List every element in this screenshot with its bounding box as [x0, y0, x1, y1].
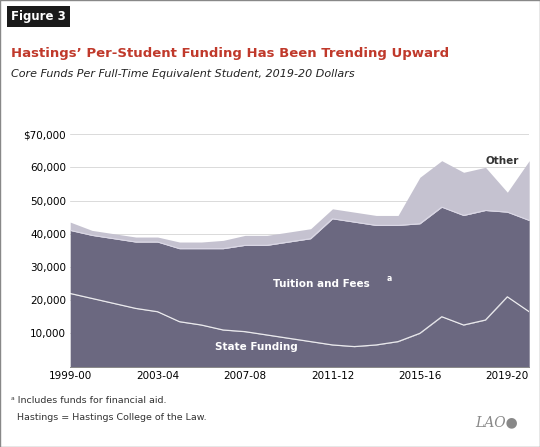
Text: Core Funds Per Full-Time Equivalent Student, 2019-20 Dollars: Core Funds Per Full-Time Equivalent Stud… — [11, 69, 354, 79]
Text: Hastings’ Per-Student Funding Has Been Trending Upward: Hastings’ Per-Student Funding Has Been T… — [11, 47, 449, 60]
Text: Figure 3: Figure 3 — [11, 10, 65, 23]
Text: Hastings = Hastings College of the Law.: Hastings = Hastings College of the Law. — [11, 413, 206, 422]
Text: ᵃ Includes funds for financial aid.: ᵃ Includes funds for financial aid. — [11, 396, 166, 405]
Text: Other: Other — [485, 156, 519, 166]
Text: State Funding: State Funding — [214, 342, 298, 352]
Text: a: a — [387, 274, 392, 283]
Text: LAO●: LAO● — [475, 415, 518, 430]
Text: Tuition and Fees: Tuition and Fees — [273, 278, 370, 288]
